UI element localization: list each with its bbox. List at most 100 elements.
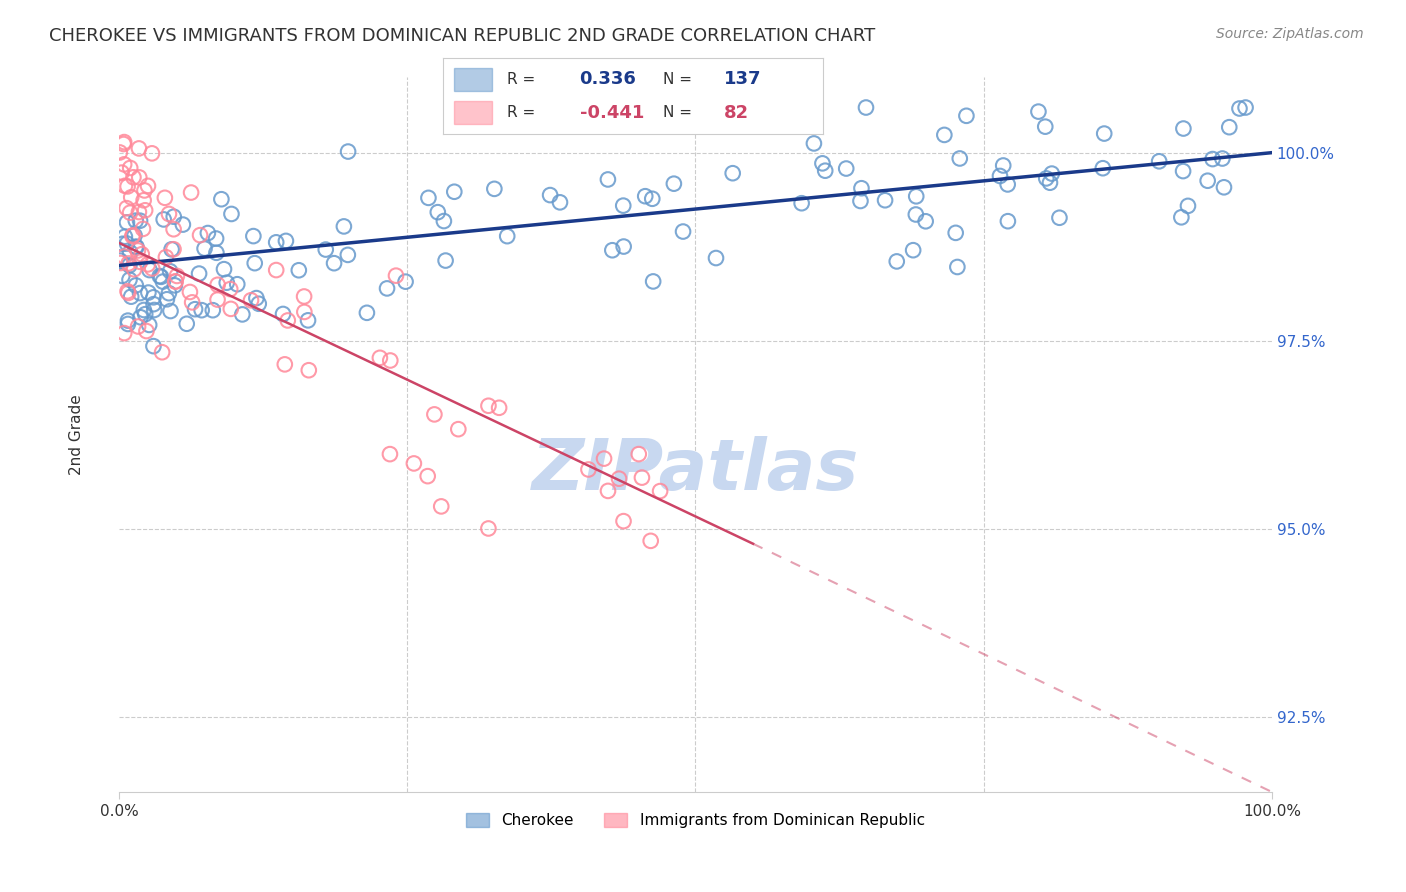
Point <box>835 161 858 176</box>
Point <box>149 269 172 284</box>
Point <box>117 317 139 331</box>
Point <box>337 145 360 159</box>
Point <box>1197 174 1219 188</box>
Text: -0.441: -0.441 <box>579 103 644 121</box>
Point <box>1171 164 1194 178</box>
Point <box>914 214 936 228</box>
Text: N =: N = <box>664 71 692 87</box>
Point <box>634 189 657 203</box>
Point <box>288 263 311 277</box>
Point <box>627 447 650 461</box>
Point <box>1201 152 1223 166</box>
Point <box>641 192 664 206</box>
Point <box>488 401 510 415</box>
Point <box>129 213 152 227</box>
Point <box>274 357 297 371</box>
Point <box>122 228 145 243</box>
Point <box>117 313 139 327</box>
Point <box>271 307 294 321</box>
Point <box>188 228 211 243</box>
Point <box>988 169 1011 183</box>
Point <box>188 267 211 281</box>
Point <box>905 189 928 203</box>
Point <box>179 285 201 299</box>
Point <box>934 128 956 142</box>
Point <box>115 236 138 251</box>
Point <box>496 229 519 244</box>
Point <box>117 256 139 270</box>
Text: Source: ZipAtlas.com: Source: ZipAtlas.com <box>1216 27 1364 41</box>
Point <box>1039 176 1062 190</box>
Point <box>631 470 654 484</box>
Point <box>112 157 135 171</box>
Point <box>578 462 600 476</box>
Point <box>138 285 160 300</box>
Point <box>1218 120 1240 135</box>
FancyBboxPatch shape <box>454 68 492 91</box>
Point <box>385 268 408 283</box>
Point <box>607 472 630 486</box>
Point <box>378 447 401 461</box>
Point <box>129 310 152 325</box>
Point <box>433 214 456 228</box>
Point <box>134 203 156 218</box>
Point <box>136 257 159 271</box>
Point <box>643 274 665 288</box>
FancyBboxPatch shape <box>454 101 492 124</box>
Point <box>134 307 156 321</box>
Point <box>125 213 148 227</box>
Point <box>596 172 619 186</box>
Point <box>165 275 187 289</box>
Point <box>855 101 877 115</box>
Point <box>120 205 142 219</box>
Point <box>112 326 135 340</box>
Point <box>993 159 1015 173</box>
Point <box>380 353 402 368</box>
Point <box>790 196 813 211</box>
Point <box>423 408 446 422</box>
Point <box>209 192 232 206</box>
Point <box>117 285 139 300</box>
Point <box>120 190 142 204</box>
Point <box>120 290 142 304</box>
Point <box>240 293 263 308</box>
Point <box>153 191 176 205</box>
Point <box>141 261 163 276</box>
Point <box>672 225 695 239</box>
Point <box>136 178 159 193</box>
Point <box>292 289 315 303</box>
Point <box>851 181 873 195</box>
Point <box>274 234 297 248</box>
Point <box>946 260 969 274</box>
Point <box>108 253 131 268</box>
Point <box>163 210 186 224</box>
Point <box>143 303 166 318</box>
Point <box>613 239 636 253</box>
Point <box>166 268 188 283</box>
Point <box>180 186 202 200</box>
Text: ZIPatlas: ZIPatlas <box>531 436 859 505</box>
Text: N =: N = <box>664 105 692 120</box>
Point <box>1177 199 1199 213</box>
Point <box>1092 127 1115 141</box>
Point <box>112 135 135 149</box>
Point <box>141 146 163 161</box>
Point <box>242 229 264 244</box>
Point <box>184 302 207 317</box>
Point <box>205 231 228 245</box>
Point <box>160 243 183 257</box>
Point <box>142 297 165 311</box>
Point <box>243 256 266 270</box>
Point <box>132 194 155 208</box>
Point <box>142 339 165 353</box>
Point <box>447 422 470 436</box>
Point <box>124 228 146 243</box>
Point <box>127 319 149 334</box>
Text: CHEROKEE VS IMMIGRANTS FROM DOMINICAN REPUBLIC 2ND GRADE CORRELATION CHART: CHEROKEE VS IMMIGRANTS FROM DOMINICAN RE… <box>49 27 876 45</box>
Point <box>873 193 896 207</box>
Point <box>662 177 685 191</box>
Point <box>231 307 253 321</box>
Point <box>111 268 134 283</box>
Point <box>138 318 160 332</box>
Text: 82: 82 <box>724 103 749 121</box>
